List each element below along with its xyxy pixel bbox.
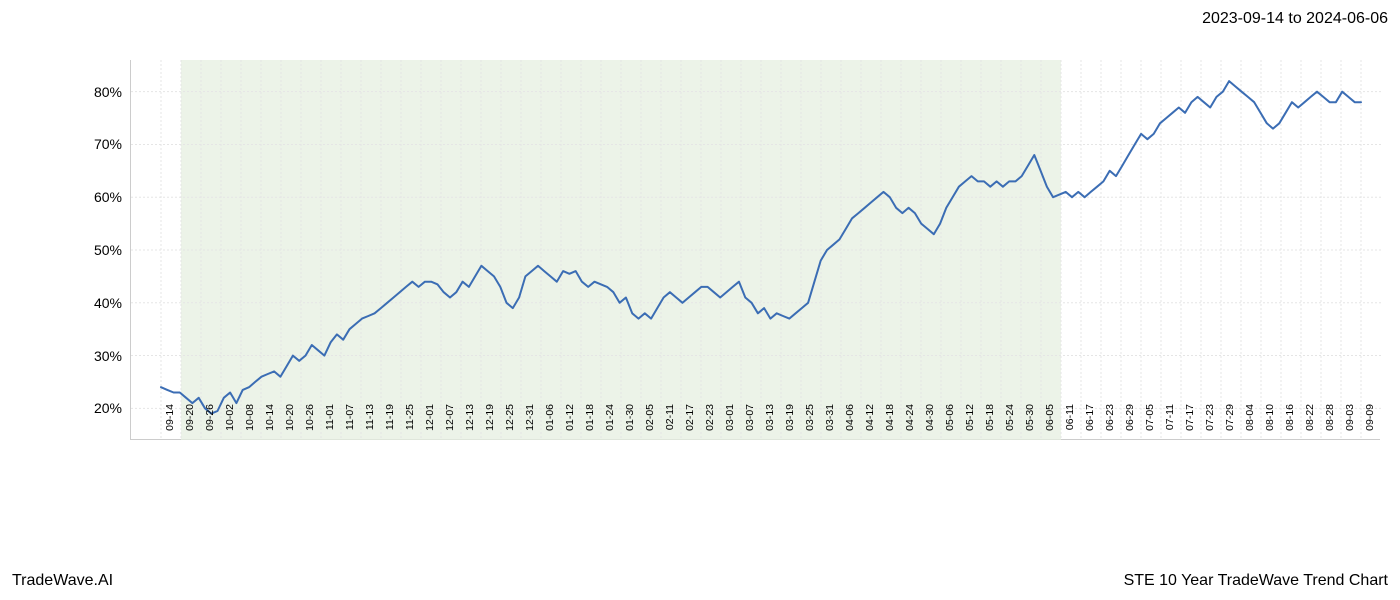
x-tick-label: 02-23 xyxy=(704,404,716,444)
x-tick-label: 06-05 xyxy=(1044,404,1056,444)
y-tick-label: 60% xyxy=(94,189,122,205)
x-tick-label: 02-17 xyxy=(684,404,696,444)
y-tick-label: 70% xyxy=(94,136,122,152)
x-tick-label: 05-18 xyxy=(984,404,996,444)
x-tick-label: 11-13 xyxy=(364,404,376,444)
x-tick-label: 09-03 xyxy=(1344,404,1356,444)
x-tick-label: 06-23 xyxy=(1104,404,1116,444)
x-tick-label: 04-24 xyxy=(904,404,916,444)
x-tick-label: 01-30 xyxy=(624,404,636,444)
x-tick-label: 06-29 xyxy=(1124,404,1136,444)
x-tick-label: 05-30 xyxy=(1024,404,1036,444)
x-tick-label: 12-19 xyxy=(484,404,496,444)
x-tick-label: 10-20 xyxy=(284,404,296,444)
x-tick-label: 08-04 xyxy=(1244,404,1256,444)
x-tick-label: 03-07 xyxy=(744,404,756,444)
x-tick-label: 04-30 xyxy=(924,404,936,444)
x-tick-label: 12-13 xyxy=(464,404,476,444)
x-tick-label: 05-12 xyxy=(964,404,976,444)
x-tick-label: 11-01 xyxy=(324,404,336,444)
x-tick-label: 10-26 xyxy=(304,404,316,444)
x-tick-label: 04-06 xyxy=(844,404,856,444)
x-tick-label: 05-06 xyxy=(944,404,956,444)
x-tick-label: 04-18 xyxy=(884,404,896,444)
branding-label: TradeWave.AI xyxy=(12,572,113,590)
x-tick-label: 11-07 xyxy=(344,404,356,444)
x-tick-label: 03-01 xyxy=(724,404,736,444)
x-tick-label: 08-10 xyxy=(1264,404,1276,444)
x-tick-label: 02-05 xyxy=(644,404,656,444)
x-tick-label: 09-26 xyxy=(204,404,216,444)
x-tick-label: 10-02 xyxy=(224,404,236,444)
x-tick-label: 07-17 xyxy=(1184,404,1196,444)
x-tick-label: 11-25 xyxy=(404,404,416,444)
x-tick-label: 03-25 xyxy=(804,404,816,444)
x-tick-label: 02-11 xyxy=(664,404,676,444)
x-tick-label: 09-14 xyxy=(164,404,176,444)
x-tick-label: 10-14 xyxy=(264,404,276,444)
x-tick-label: 07-05 xyxy=(1144,404,1156,444)
y-tick-label: 50% xyxy=(94,242,122,258)
x-tick-label: 04-12 xyxy=(864,404,876,444)
y-tick-label: 20% xyxy=(94,400,122,416)
chart-container: 20% 30% 40% 50% 60% 70% 80% 09-14 09-20 09-26 10-… xyxy=(80,60,1380,490)
x-tick-label: 12-25 xyxy=(504,404,516,444)
x-tick-label: 10-08 xyxy=(244,404,256,444)
x-tick-label: 01-18 xyxy=(584,404,596,444)
x-tick-label: 12-07 xyxy=(444,404,456,444)
x-tick-label: 12-01 xyxy=(424,404,436,444)
x-tick-label: 08-22 xyxy=(1304,404,1316,444)
y-tick-label: 40% xyxy=(94,295,122,311)
x-tick-label: 07-29 xyxy=(1224,404,1236,444)
x-tick-label: 05-24 xyxy=(1004,404,1016,444)
x-tick-label: 01-24 xyxy=(604,404,616,444)
x-tick-label: 08-16 xyxy=(1284,404,1296,444)
x-tick-label: 09-09 xyxy=(1364,404,1376,444)
x-tick-label: 03-31 xyxy=(824,404,836,444)
plot-area xyxy=(130,60,1380,440)
x-tick-label: 06-11 xyxy=(1064,404,1076,444)
x-tick-label: 08-28 xyxy=(1324,404,1336,444)
date-range-label: 2023-09-14 to 2024-06-06 xyxy=(1202,10,1388,28)
y-tick-label: 80% xyxy=(94,84,122,100)
x-tick-label: 07-23 xyxy=(1204,404,1216,444)
x-tick-label: 03-19 xyxy=(784,404,796,444)
line-chart-svg xyxy=(131,60,1381,440)
x-tick-label: 06-17 xyxy=(1084,404,1096,444)
x-tick-label: 07-11 xyxy=(1164,404,1176,444)
x-tick-label: 01-06 xyxy=(544,404,556,444)
chart-title-label: STE 10 Year TradeWave Trend Chart xyxy=(1124,572,1388,590)
x-tick-label: 03-13 xyxy=(764,404,776,444)
y-tick-label: 30% xyxy=(94,348,122,364)
x-tick-label: 11-19 xyxy=(384,404,396,444)
x-tick-label: 01-12 xyxy=(564,404,576,444)
x-tick-label: 09-20 xyxy=(184,404,196,444)
x-tick-label: 12-31 xyxy=(524,404,536,444)
